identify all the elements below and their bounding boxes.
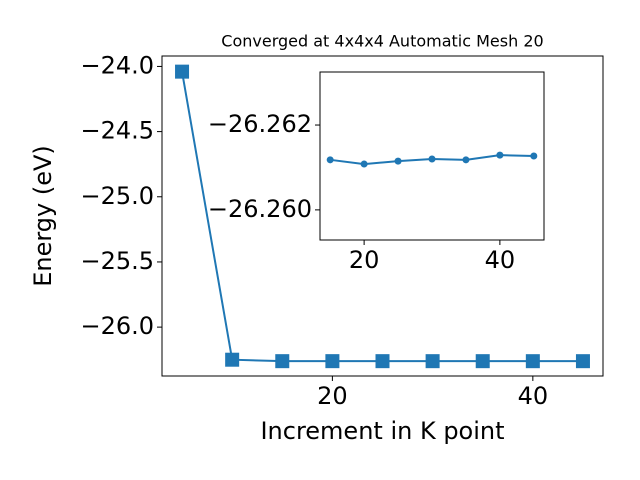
y-tick-label: −26.262 [208, 110, 312, 138]
y-axis-label: Energy (eV) [29, 145, 57, 287]
marker [575, 354, 590, 369]
y-tick-label: −26.0 [80, 312, 154, 340]
x-axis-label: Increment in K point [260, 417, 504, 445]
marker [275, 354, 290, 369]
y-tick-label: −25.0 [80, 182, 154, 210]
chart-title: Converged at 4x4x4 Automatic Mesh 20 [221, 32, 543, 51]
marker [326, 156, 334, 164]
x-tick-label: 20 [349, 246, 380, 274]
x-tick-label: 40 [518, 382, 549, 410]
y-tick-label: −24.0 [80, 51, 154, 79]
marker [175, 64, 190, 79]
y-tick-label: −25.5 [80, 247, 154, 275]
marker [360, 160, 368, 168]
marker [475, 354, 490, 369]
marker [428, 155, 436, 163]
x-tick-label: 20 [317, 382, 348, 410]
marker [394, 157, 402, 165]
marker [496, 151, 504, 159]
marker [225, 352, 240, 367]
y-tick-label: −26.260 [208, 195, 312, 223]
marker [462, 156, 470, 164]
marker [525, 354, 540, 369]
marker [530, 152, 538, 160]
marker [325, 354, 340, 369]
marker [375, 354, 390, 369]
marker [425, 354, 440, 369]
x-tick-label: 40 [485, 246, 516, 274]
chart: 20 40 −26.260 −26.262 [208, 71, 545, 274]
y-tick-label: −24.5 [80, 117, 154, 145]
